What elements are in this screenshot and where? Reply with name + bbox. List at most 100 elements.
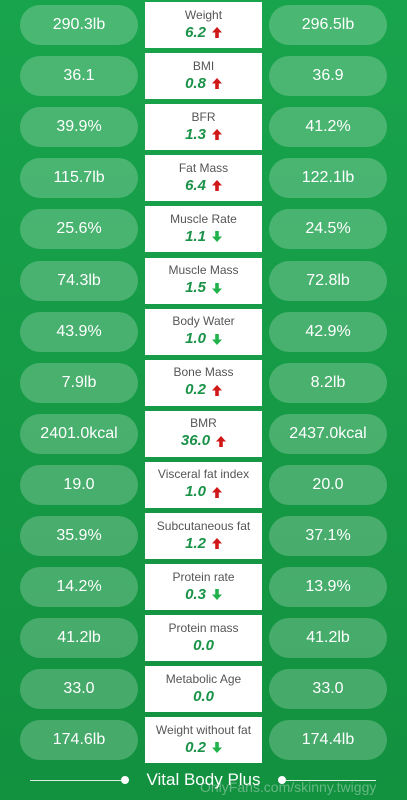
change-value: 1.5 xyxy=(185,279,206,296)
metric-row[interactable]: 7.9lb Bone Mass 0.2 8.2lb xyxy=(0,358,407,409)
metric-row[interactable]: 290.3lb Weight 6.2 296.5lb xyxy=(0,0,407,51)
metric-name: Bone Mass xyxy=(173,365,234,380)
arrow-down-icon xyxy=(211,231,222,243)
previous-value: 290.3lb xyxy=(20,5,138,45)
current-value: 122.1lb xyxy=(269,158,387,199)
metric-name: Visceral fat index xyxy=(157,467,250,482)
previous-value: 115.7lb xyxy=(20,158,138,199)
metric-row[interactable]: 25.6% Muscle Rate 1.1 24.5% xyxy=(0,204,407,255)
metric-row[interactable]: 174.6lb Weight without fat 0.2 174.4lb xyxy=(0,715,407,766)
change-value: 0.0 xyxy=(193,687,214,705)
previous-value: 19.0 xyxy=(20,464,138,505)
metric-change: 0.2 xyxy=(185,738,222,758)
metric-card: Body Water 1.0 xyxy=(145,308,262,355)
change-value: 1.2 xyxy=(185,534,206,552)
watermark: OnlyFans.com/skinny.twiggy xyxy=(200,779,377,795)
metric-name: Muscle Rate xyxy=(170,211,237,226)
metric-name: Body Water xyxy=(172,314,235,329)
metric-name: Metabolic Age xyxy=(165,671,242,686)
metric-row[interactable]: 35.9% Subcutaneous fat 1.2 37.1% xyxy=(0,511,407,562)
current-value: 36.9 xyxy=(269,56,387,97)
arrow-down-icon xyxy=(211,333,222,345)
metric-change: 0.0 xyxy=(193,687,214,707)
previous-value: 33.0 xyxy=(20,669,138,710)
metric-row[interactable]: 36.1 BMI 0.8 36.9 xyxy=(0,51,407,102)
footer-dot-right xyxy=(278,776,286,784)
previous-value: 74.3lb xyxy=(20,260,138,301)
metric-change: 1.5 xyxy=(185,278,222,298)
current-value: 33.0 xyxy=(269,669,387,710)
metric-card: BMR 36.0 xyxy=(145,410,262,457)
current-value: 20.0 xyxy=(269,464,387,505)
metric-row[interactable]: 39.9% BFR 1.3 41.2% xyxy=(0,102,407,153)
change-value: 36.0 xyxy=(180,432,211,450)
footer-divider-right xyxy=(286,780,376,781)
metric-card: Subcutaneous fat 1.2 xyxy=(145,513,262,559)
metric-change: 0.0 xyxy=(193,636,214,656)
app-name: Vital Body Plus xyxy=(146,770,261,789)
previous-value: 43.9% xyxy=(20,311,138,352)
current-value: 24.5% xyxy=(269,209,387,250)
metric-change: 36.0 xyxy=(180,431,227,451)
metric-row[interactable]: 43.9% Body Water 1.0 42.9% xyxy=(0,307,407,358)
previous-value: 41.2lb xyxy=(20,618,138,659)
metric-change: 6.4 xyxy=(185,176,222,196)
arrow-down-icon xyxy=(211,742,222,754)
previous-value: 174.6lb xyxy=(20,720,138,761)
metric-name: Weight xyxy=(184,7,223,22)
metric-row[interactable]: 115.7lb Fat Mass 6.4 122.1lb xyxy=(0,153,407,204)
metric-card: Protein mass 0.0 xyxy=(145,615,262,662)
arrow-up-icon xyxy=(211,78,222,90)
arrow-up-icon xyxy=(211,538,222,549)
metric-row[interactable]: 33.0 Metabolic Age 0.0 33.0 xyxy=(0,664,407,715)
current-value: 2437.0kcal xyxy=(269,413,387,454)
current-value: 13.9% xyxy=(269,567,387,608)
footer: Vital Body Plus xyxy=(0,766,407,796)
metric-row[interactable]: 2401.0kcal BMR 36.0 2437.0kcal xyxy=(0,409,407,460)
previous-value: 35.9% xyxy=(20,516,138,556)
arrow-up-icon xyxy=(211,180,222,192)
metric-name: Fat Mass xyxy=(178,160,229,175)
metric-name: Subcutaneous fat xyxy=(156,518,251,533)
metric-change: 1.0 xyxy=(185,482,222,502)
arrow-up-icon xyxy=(211,486,222,498)
metric-card: Weight without fat 0.2 xyxy=(145,717,262,764)
metric-card: Fat Mass 6.4 xyxy=(145,155,262,202)
metric-card: Metabolic Age 0.0 xyxy=(145,666,262,713)
arrow-up-icon xyxy=(211,129,222,141)
metric-card: Protein rate 0.3 xyxy=(145,564,262,611)
metric-card: Muscle Rate 1.1 xyxy=(145,206,262,253)
metric-change: 6.2 xyxy=(185,23,222,43)
footer-divider-left xyxy=(30,780,123,781)
metric-name: BFR xyxy=(191,109,216,124)
metric-card: Visceral fat index 1.0 xyxy=(145,461,262,508)
metric-name: Protein rate xyxy=(172,569,235,584)
arrow-up-icon xyxy=(211,27,222,38)
metric-row[interactable]: 41.2lb Protein mass 0.0 41.2lb xyxy=(0,613,407,664)
metric-row[interactable]: 19.0 Visceral fat index 1.0 20.0 xyxy=(0,460,407,511)
previous-value: 25.6% xyxy=(20,209,138,250)
metric-change: 1.2 xyxy=(185,534,222,554)
metric-change: 0.8 xyxy=(185,74,222,94)
footer-dot-left xyxy=(121,776,129,784)
metric-row[interactable]: 14.2% Protein rate 0.3 13.9% xyxy=(0,562,407,613)
metric-name: Weight without fat xyxy=(155,722,252,737)
change-value: 1.0 xyxy=(185,330,206,348)
arrow-up-icon xyxy=(211,384,222,396)
arrow-up-icon xyxy=(216,435,227,447)
current-value: 42.9% xyxy=(269,311,387,352)
previous-value: 14.2% xyxy=(20,567,138,608)
metric-name: BMR xyxy=(190,416,217,431)
change-value: 0.2 xyxy=(185,738,206,756)
metric-card: Weight 6.2 xyxy=(145,2,262,48)
metric-change: 0.3 xyxy=(185,585,222,605)
metric-card: BFR 1.3 xyxy=(145,104,262,151)
metric-row[interactable]: 74.3lb Muscle Mass 1.5 72.8lb xyxy=(0,256,407,307)
current-value: 174.4lb xyxy=(269,720,387,761)
change-value: 1.3 xyxy=(185,125,206,143)
arrow-down-icon xyxy=(211,282,222,294)
metric-name: BMI xyxy=(192,58,215,73)
change-value: 1.1 xyxy=(185,227,206,245)
metric-name: Muscle Mass xyxy=(168,263,239,277)
metric-change: 1.0 xyxy=(185,329,222,349)
